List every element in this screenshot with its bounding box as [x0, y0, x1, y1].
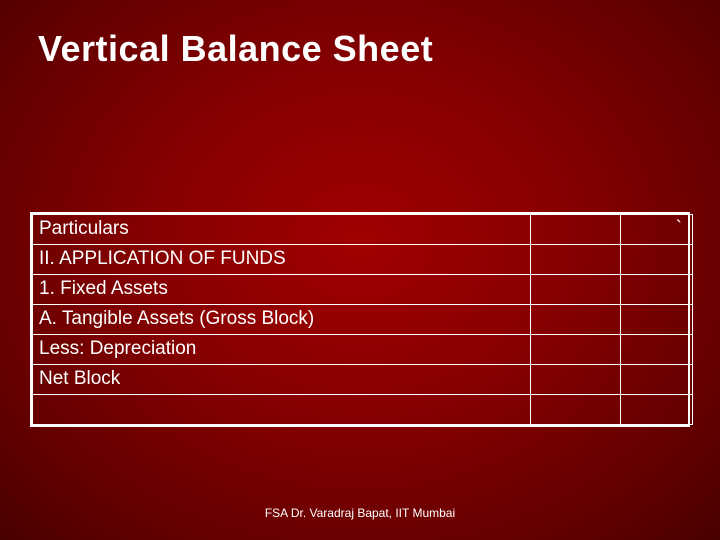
- cell: [531, 365, 621, 395]
- cell: II. APPLICATION OF FUNDS: [33, 245, 531, 275]
- cell: 1. Fixed Assets: [33, 275, 531, 305]
- cell: [621, 305, 693, 335]
- cell: [531, 335, 621, 365]
- cell: [621, 335, 693, 365]
- slide-footer: FSA Dr. Varadraj Bapat, IIT Mumbai: [0, 506, 720, 520]
- table-row: II. APPLICATION OF FUNDS: [33, 245, 693, 275]
- slide-title: Vertical Balance Sheet: [38, 28, 433, 70]
- cell-backtick: `: [621, 215, 693, 245]
- cell: [531, 245, 621, 275]
- cell: Less: Depreciation: [33, 335, 531, 365]
- table-row: A. Tangible Assets (Gross Block): [33, 305, 693, 335]
- cell: [621, 275, 693, 305]
- table-row: 1. Fixed Assets: [33, 275, 693, 305]
- cell: [621, 395, 693, 425]
- balance-sheet-table: Particulars ` II. APPLICATION OF FUNDS 1…: [30, 212, 690, 427]
- table-row: Particulars `: [33, 215, 693, 245]
- cell: [621, 365, 693, 395]
- cell: [531, 395, 621, 425]
- cell: [621, 245, 693, 275]
- cell-particulars: Particulars: [33, 215, 531, 245]
- cell: [33, 395, 531, 425]
- table-row: [33, 395, 693, 425]
- cell: Net Block: [33, 365, 531, 395]
- cell: [531, 305, 621, 335]
- table-row: Less: Depreciation: [33, 335, 693, 365]
- cell: [531, 275, 621, 305]
- cell: [531, 215, 621, 245]
- table-row: Net Block: [33, 365, 693, 395]
- cell: A. Tangible Assets (Gross Block): [33, 305, 531, 335]
